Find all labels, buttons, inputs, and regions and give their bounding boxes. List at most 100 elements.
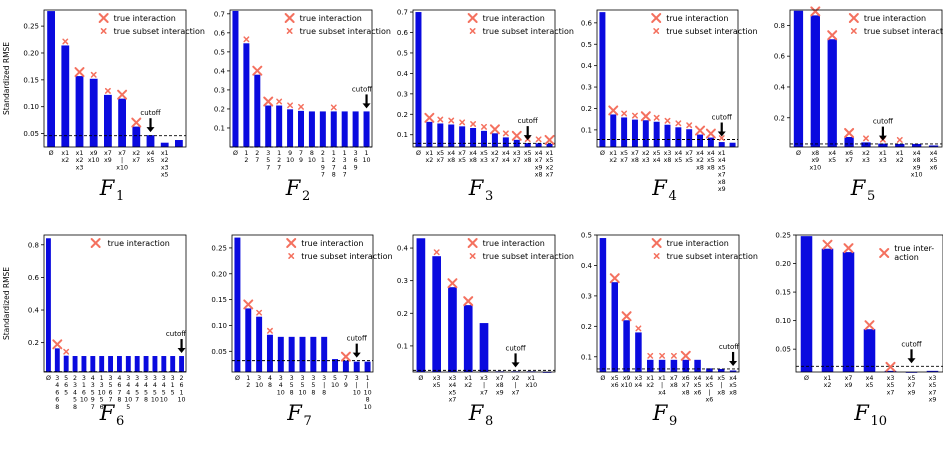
bar xyxy=(103,94,112,147)
bar xyxy=(364,361,371,372)
x-tick-token: 3 xyxy=(153,375,157,382)
x-tick-token: 6 xyxy=(64,382,68,389)
x-tick-token: Ø xyxy=(600,374,605,382)
x-tick-token: x7 xyxy=(512,389,520,396)
bar xyxy=(827,39,837,147)
true-interaction-marker-b xyxy=(608,105,619,116)
x-tick-label: 3 4 10 xyxy=(277,375,285,396)
cutoff-arrow-head xyxy=(907,358,916,364)
x-tick-token: 3 xyxy=(144,375,148,382)
x-tick-token: x4 xyxy=(658,389,666,396)
subset-interaction-marker-b xyxy=(448,117,455,124)
x-tick-token: x8 xyxy=(696,164,704,171)
true-interaction-marker-b xyxy=(340,351,351,362)
x-tick-label: Ø xyxy=(600,149,605,157)
x-tick-token: 1 xyxy=(244,150,248,157)
x-tick-token: x9 xyxy=(913,164,921,171)
cutoff-arrow-head xyxy=(878,135,887,141)
y-tick-label: 0.5 xyxy=(214,48,225,56)
x-tick-token: x9 xyxy=(535,164,543,171)
x-tick-label: x7 x9 xyxy=(845,375,853,389)
x-tick-token: x3 xyxy=(76,164,84,171)
subset-interaction-marker-b xyxy=(863,135,869,142)
x-tick-token: x7 xyxy=(480,389,488,396)
x-tick-label: x1 | x4 xyxy=(658,375,666,396)
bar xyxy=(479,323,489,372)
x-tick-token: x5 xyxy=(611,375,619,382)
x-tick-token: x3 xyxy=(642,157,650,164)
x-tick-token: | xyxy=(367,382,369,389)
legend-subset-label: true subset interaction xyxy=(864,27,943,36)
bar xyxy=(658,359,666,372)
bar xyxy=(706,368,713,372)
legend-subset-marker-b xyxy=(288,253,295,259)
x-tick-token: x2 xyxy=(512,375,520,382)
x-tick-label: x4 x5 xyxy=(674,150,682,164)
x-tick-label: 3 1 6 10 xyxy=(80,375,88,404)
x-tick-label: x7 x9 xyxy=(104,150,112,164)
x-tick-token: x4 xyxy=(449,382,457,389)
x-tick-token: 8 xyxy=(55,404,59,411)
subset-interaction-marker-b xyxy=(298,103,304,110)
x-tick-token: x9 xyxy=(811,157,819,164)
x-tick-token: x8 xyxy=(524,157,532,164)
x-tick-label: x4 x5 | x6 xyxy=(706,375,714,404)
true-interaction-marker-b xyxy=(117,89,128,100)
x-tick-token: x5 xyxy=(524,150,532,157)
x-tick-token: 10 xyxy=(331,382,339,389)
plot-frame xyxy=(789,9,943,148)
legend-true-label: true interaction xyxy=(483,14,545,23)
x-tick-token: x7 xyxy=(491,157,499,164)
x-tick-token: 1 xyxy=(246,375,250,382)
x-tick-token: x1 xyxy=(527,375,535,382)
true-interaction-marker-b xyxy=(864,320,875,331)
subset-interaction-marker-b xyxy=(267,327,273,334)
x-tick-token: x2 xyxy=(896,157,904,164)
true-interaction-marker-b xyxy=(463,296,474,307)
x-tick-token: x5 xyxy=(706,382,714,389)
x-tick-label: x7 x8 xyxy=(631,150,639,164)
x-tick-token: 7 xyxy=(135,397,139,404)
y-tick-label: 0.25 xyxy=(23,23,39,31)
bar xyxy=(729,142,736,147)
x-tick-token: x1 xyxy=(609,150,617,157)
x-tick-token: x5 xyxy=(458,157,466,164)
x-tick-token: 8 xyxy=(322,389,326,396)
x-tick-label: x4 x5 x8 xyxy=(729,375,737,396)
legend-true-label: true interaction xyxy=(300,14,362,23)
subset-interaction-marker-b xyxy=(433,249,440,256)
bar xyxy=(234,237,241,372)
x-tick-token: x10 xyxy=(911,172,923,179)
subset-interaction-marker-b xyxy=(632,112,638,119)
y-tick-label: 0.6 xyxy=(28,274,40,282)
x-tick-token: x8 xyxy=(913,157,921,164)
x-tick-token: 1 xyxy=(366,375,370,382)
x-tick-token: 2 xyxy=(246,382,250,389)
y-tick-label: 0.5 xyxy=(581,41,592,49)
bar xyxy=(108,356,114,372)
x-tick-token: x10 xyxy=(116,164,128,171)
x-tick-token: 8 xyxy=(311,389,315,396)
x-tick-token: x8 xyxy=(717,389,725,396)
x-tick-token: x1 xyxy=(61,150,69,157)
x-tick-token: 5 xyxy=(126,404,130,411)
x-tick-token: 3 xyxy=(55,375,59,382)
legend-true-label: true interaction xyxy=(666,14,728,23)
x-tick-token: x4 xyxy=(674,150,682,157)
x-tick-token: 9 xyxy=(321,164,325,171)
x-tick-token: x5 xyxy=(433,382,441,389)
x-tick-label: x4 x8 x9 x10 xyxy=(911,150,923,179)
legend-true-marker-b xyxy=(286,238,297,248)
x-tick-token: 10 xyxy=(364,404,372,411)
bar xyxy=(288,336,295,372)
x-tick-token: x7 xyxy=(845,375,853,382)
x-tick-token: x1 xyxy=(646,375,654,382)
x-tick-label: x6 x7 x8 xyxy=(682,375,690,396)
true-interaction-marker-b xyxy=(640,111,651,122)
